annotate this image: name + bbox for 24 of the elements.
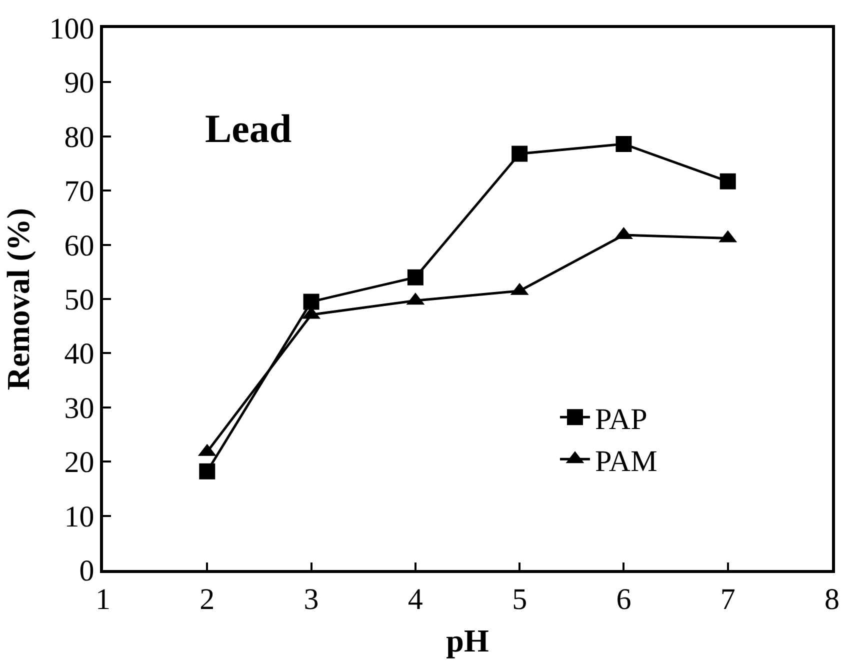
y-tick-label: 10 xyxy=(64,500,94,534)
y-tick-label: 60 xyxy=(64,229,94,262)
x-tick-label: 4 xyxy=(408,582,423,616)
x-tick-label: 8 xyxy=(824,582,840,616)
legend-label: PAM xyxy=(594,444,658,478)
x-tick-label: 7 xyxy=(720,582,736,616)
y-tick-label: 90 xyxy=(64,66,94,100)
x-axis-title: pH xyxy=(446,622,489,659)
y-tick-label: 30 xyxy=(64,392,94,425)
y-tick-label: 80 xyxy=(64,120,94,154)
legend-label: PAP xyxy=(594,402,648,436)
annotation: Lead xyxy=(205,106,292,151)
y-tick-label: 50 xyxy=(64,284,94,316)
y-tick-label: 40 xyxy=(64,338,94,371)
y-tick-label: 100 xyxy=(49,12,94,46)
x-tick-label: 1 xyxy=(96,582,110,616)
y-tick-label: 20 xyxy=(64,446,94,480)
x-tick-label: 5 xyxy=(512,582,528,616)
x-tick-label: 6 xyxy=(616,582,632,616)
x-tick-label: 3 xyxy=(304,582,319,616)
y-tick-label: 0 xyxy=(79,554,94,588)
y-axis-title: Removal (%) xyxy=(0,208,36,390)
x-tick-label: 2 xyxy=(200,582,215,616)
y-tick-label: 70 xyxy=(64,175,94,208)
